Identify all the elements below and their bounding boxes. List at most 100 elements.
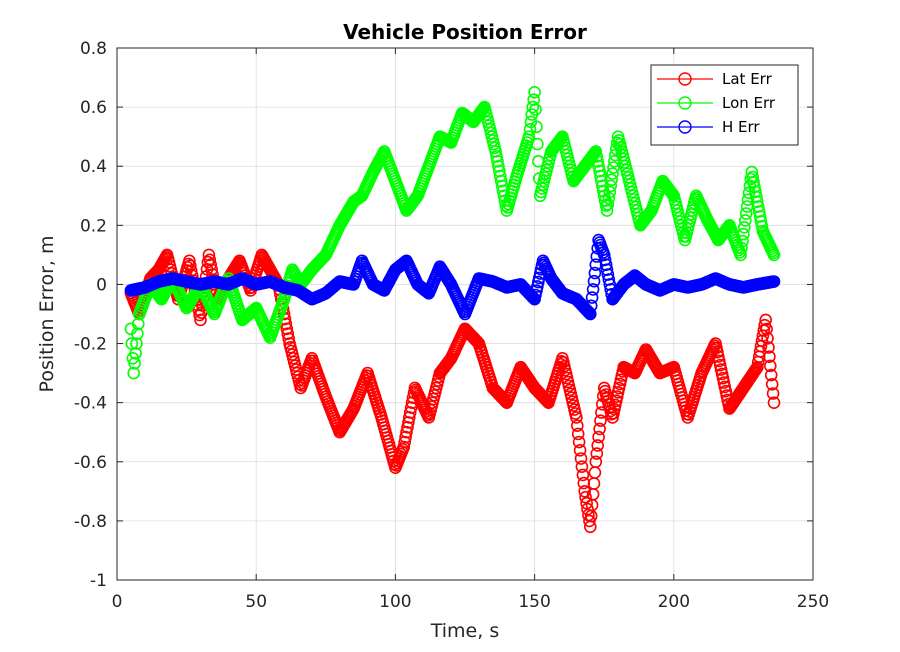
data-point [570,419,584,433]
data-point [585,291,599,304]
data-point [767,248,781,262]
data-point [741,193,755,206]
data-point [579,490,592,504]
data-point [711,345,724,359]
data-point [734,248,747,262]
data-point [594,169,607,183]
data-point [744,172,758,186]
data-point [282,332,296,345]
x-tick-label: 0 [112,592,123,612]
data-point [194,313,207,327]
data-point [605,173,618,187]
legend-marker [678,96,692,110]
data-point [716,371,730,385]
data-point [528,86,541,99]
data-point [491,155,504,168]
data-point [753,210,767,223]
data-point [764,368,778,382]
x-axis-label: Time, s [430,620,499,642]
data-point [402,411,416,424]
data-point [750,190,763,204]
data-point [601,268,615,281]
legend-label: H Err [722,118,760,136]
data-point [578,484,592,498]
data-point [590,447,604,460]
data-point [130,337,143,350]
data-point [131,327,144,341]
data-point [594,414,607,428]
y-tick-label: -0.8 [74,512,107,532]
data-point [572,435,586,449]
y-tick-label: 0.6 [80,98,107,118]
data-point [597,248,611,262]
data-point [403,406,417,419]
data-point [750,195,764,208]
data-point [575,460,589,474]
series-h-err [124,233,781,321]
data-point [128,356,141,370]
data-point [606,167,619,180]
data-point [747,175,760,189]
data-point [526,290,540,304]
y-tick-label: 0 [96,275,107,295]
data-point [746,170,760,184]
data-point [762,341,775,354]
data-point [129,347,142,360]
data-point [583,306,596,320]
data-point [767,275,781,288]
data-point [573,443,587,457]
y-axis-label: Position Error, m [36,236,58,393]
data-point [599,199,613,212]
data-point [713,358,727,372]
data-point [588,266,602,280]
ticks: 0 50 100 150 200 250 -1 -0.8 -0.6 -0.4 -0.2 0 0.2 0.4… [74,39,829,612]
data-point [600,204,614,217]
data-point [738,214,752,227]
data-point [399,430,412,444]
data-point [530,120,543,134]
x-tick-label: 50 [245,592,267,612]
x-tick-label: 250 [797,592,829,612]
data-point [755,220,769,233]
data-point [607,161,620,174]
x-tick-label: 150 [518,592,550,612]
legend: Lat Err Lon Err H Err [650,64,799,146]
data-point [580,496,593,510]
data-point [586,283,600,296]
data-point [589,455,603,469]
data-point [522,130,536,143]
series-layer [124,86,781,534]
data-point [574,452,588,465]
data-point [765,377,779,391]
data-point [763,350,776,364]
data-point [766,387,780,400]
legend-marker [678,120,692,134]
y-tick-label: -0.4 [74,394,107,414]
y-tick-label: -1 [90,571,107,591]
data-point [201,255,215,269]
y-tick-label: 0.2 [80,216,107,236]
data-point [754,215,768,228]
data-point [760,322,773,336]
data-point [763,359,777,373]
data-point [603,185,617,199]
data-point [591,439,605,452]
data-point [523,123,537,136]
x-tick-label: 200 [658,592,690,612]
y-tick-label: 0.4 [80,157,107,177]
y-tick-label: -0.6 [74,453,107,473]
data-point [132,317,145,331]
chart-title: Vehicle Position Error [343,20,587,44]
data-point [767,396,781,410]
legend-label: Lon Err [722,94,776,112]
y-tick-label: -0.2 [74,335,107,355]
data-point [127,366,140,380]
data-point [719,384,733,398]
data-point [280,322,294,336]
data-point [604,179,618,193]
data-point [587,274,601,288]
y-tick-label: 0.8 [80,39,107,59]
data-point [576,468,590,482]
data-point [529,103,542,116]
